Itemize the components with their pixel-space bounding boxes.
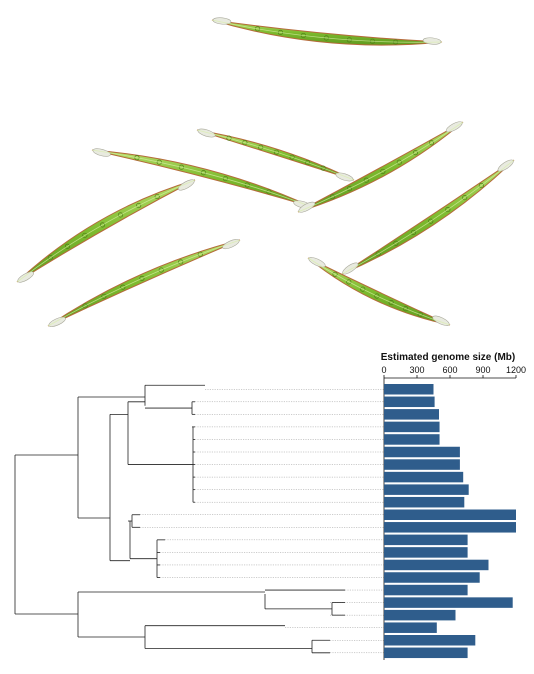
x-tick-label: 300 xyxy=(409,365,424,375)
bar xyxy=(384,459,460,470)
closterium-cell-icon xyxy=(47,239,241,327)
x-tick-label: 0 xyxy=(381,365,386,375)
x-tick-label: 600 xyxy=(442,365,457,375)
bar xyxy=(384,484,469,495)
bar xyxy=(384,434,440,445)
bar xyxy=(384,572,480,583)
bar xyxy=(384,635,476,646)
bar xyxy=(384,409,439,420)
bar xyxy=(384,509,516,520)
algae-illustration xyxy=(16,17,515,327)
closterium-cell-icon xyxy=(196,128,355,182)
bar xyxy=(384,471,464,483)
closterium-cell-icon xyxy=(297,121,464,213)
bar xyxy=(384,384,434,395)
closterium-cell-icon xyxy=(341,159,515,275)
bar xyxy=(384,534,468,546)
bar xyxy=(384,622,437,633)
genome-size-bar-chart: Estimated genome size (Mb) 0 300 600 900 120… xyxy=(381,352,526,660)
x-tick-label: 1200 xyxy=(506,365,526,375)
closterium-cell-icon xyxy=(211,17,443,46)
bars xyxy=(384,384,516,659)
bar xyxy=(384,522,516,533)
bar xyxy=(384,584,468,596)
closterium-cell-icon xyxy=(16,179,196,283)
bar xyxy=(384,396,435,408)
bar xyxy=(384,597,513,608)
phylogenetic-tree xyxy=(14,384,384,654)
bar xyxy=(384,496,465,508)
bar xyxy=(384,446,460,458)
bar xyxy=(384,559,489,571)
x-axis-title: Estimated genome size (Mb) xyxy=(381,352,515,363)
bar xyxy=(384,421,440,433)
x-tick-label: 900 xyxy=(475,365,490,375)
bar xyxy=(384,647,468,659)
closterium-cell-icon xyxy=(307,257,451,326)
bar xyxy=(384,609,456,621)
bar xyxy=(384,547,468,558)
